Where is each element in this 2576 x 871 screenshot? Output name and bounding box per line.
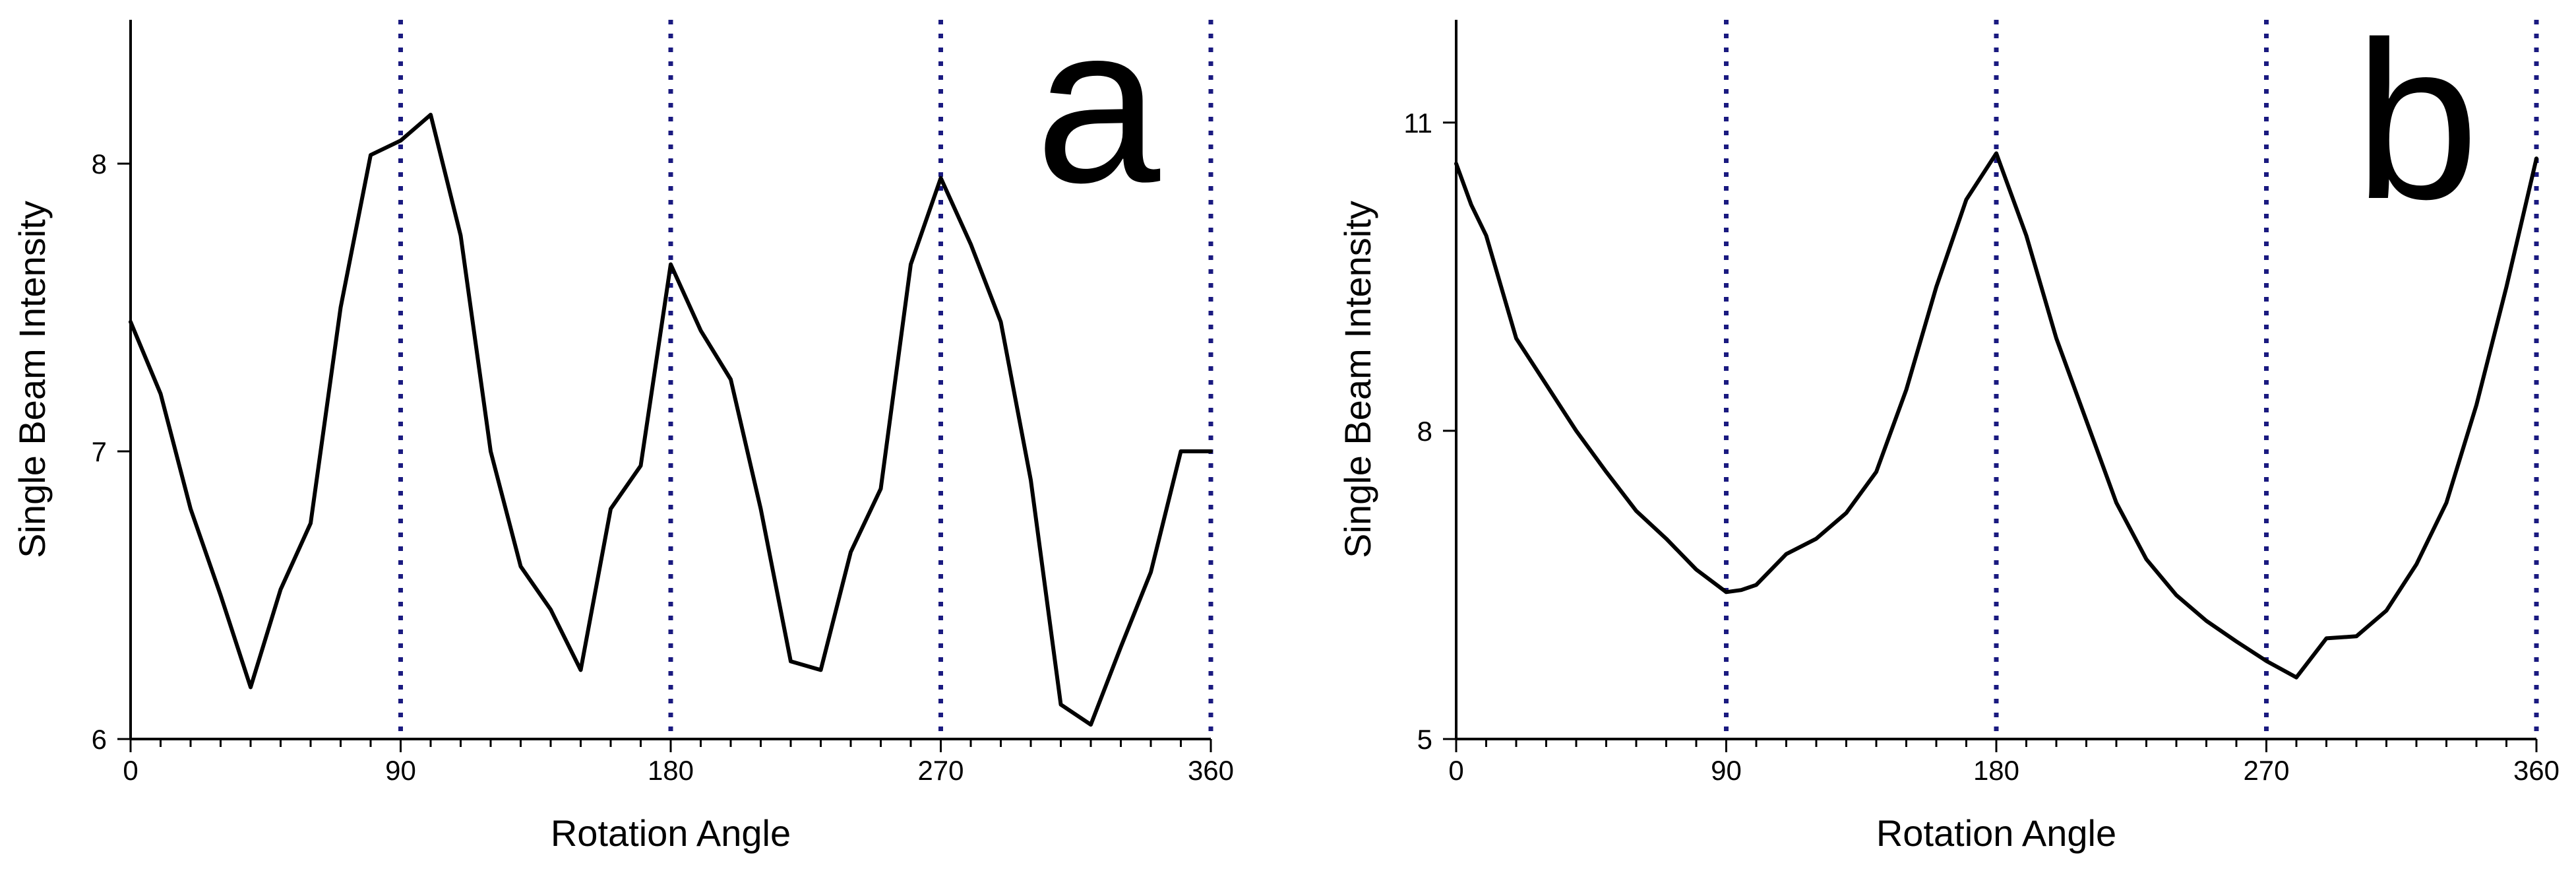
x-tick-label: 90 [1711, 755, 1742, 786]
y-tick-label: 8 [92, 148, 107, 179]
panel-b: 5 8 11 0 90 180 270 360 Rotation Angle S… [1337, 0, 2560, 854]
x-tick-label: 0 [123, 755, 138, 786]
data-series [129, 112, 1213, 727]
x-tick-label: 90 [385, 755, 416, 786]
x-tick-label: 270 [917, 755, 964, 786]
x-tick-label: 0 [1448, 755, 1463, 786]
x-tick-label: 180 [648, 755, 694, 786]
x-tick-labels: 0 90 180 270 360 [123, 755, 1234, 786]
y-tick-label: 7 [92, 436, 107, 467]
x-tick-label: 180 [1973, 755, 2019, 786]
panel-label: a [1035, 0, 1161, 230]
x-axis-label: Rotation Angle [1876, 812, 2116, 854]
y-axis-label: Single Beam Intensity [1337, 201, 1378, 558]
reference-lines [1724, 20, 2539, 739]
series-line [129, 112, 1213, 727]
ticks [1443, 121, 2538, 752]
panel-a: 6 7 8 0 90 180 270 360 Rotation Angle Si… [11, 0, 1234, 854]
y-tick-label: 5 [1417, 724, 1432, 755]
x-tick-label: 270 [2243, 755, 2289, 786]
x-tick-label: 360 [1188, 755, 1234, 786]
panel-label: b [2354, 0, 2479, 246]
y-tick-labels: 6 7 8 [92, 148, 107, 755]
y-tick-label: 8 [1417, 416, 1432, 447]
y-axis-label: Single Beam Intensity [11, 201, 53, 558]
x-tick-label: 360 [2513, 755, 2560, 786]
y-tick-label: 11 [1403, 108, 1432, 139]
series-line [1454, 151, 2538, 680]
data-series [1454, 151, 2538, 680]
y-tick-label: 6 [92, 724, 107, 755]
ticks [117, 162, 1212, 752]
x-tick-labels: 0 90 180 270 360 [1448, 755, 2560, 786]
x-axis-label: Rotation Angle [551, 812, 791, 854]
y-tick-labels: 5 8 11 [1403, 108, 1432, 755]
reference-lines [398, 20, 1213, 739]
